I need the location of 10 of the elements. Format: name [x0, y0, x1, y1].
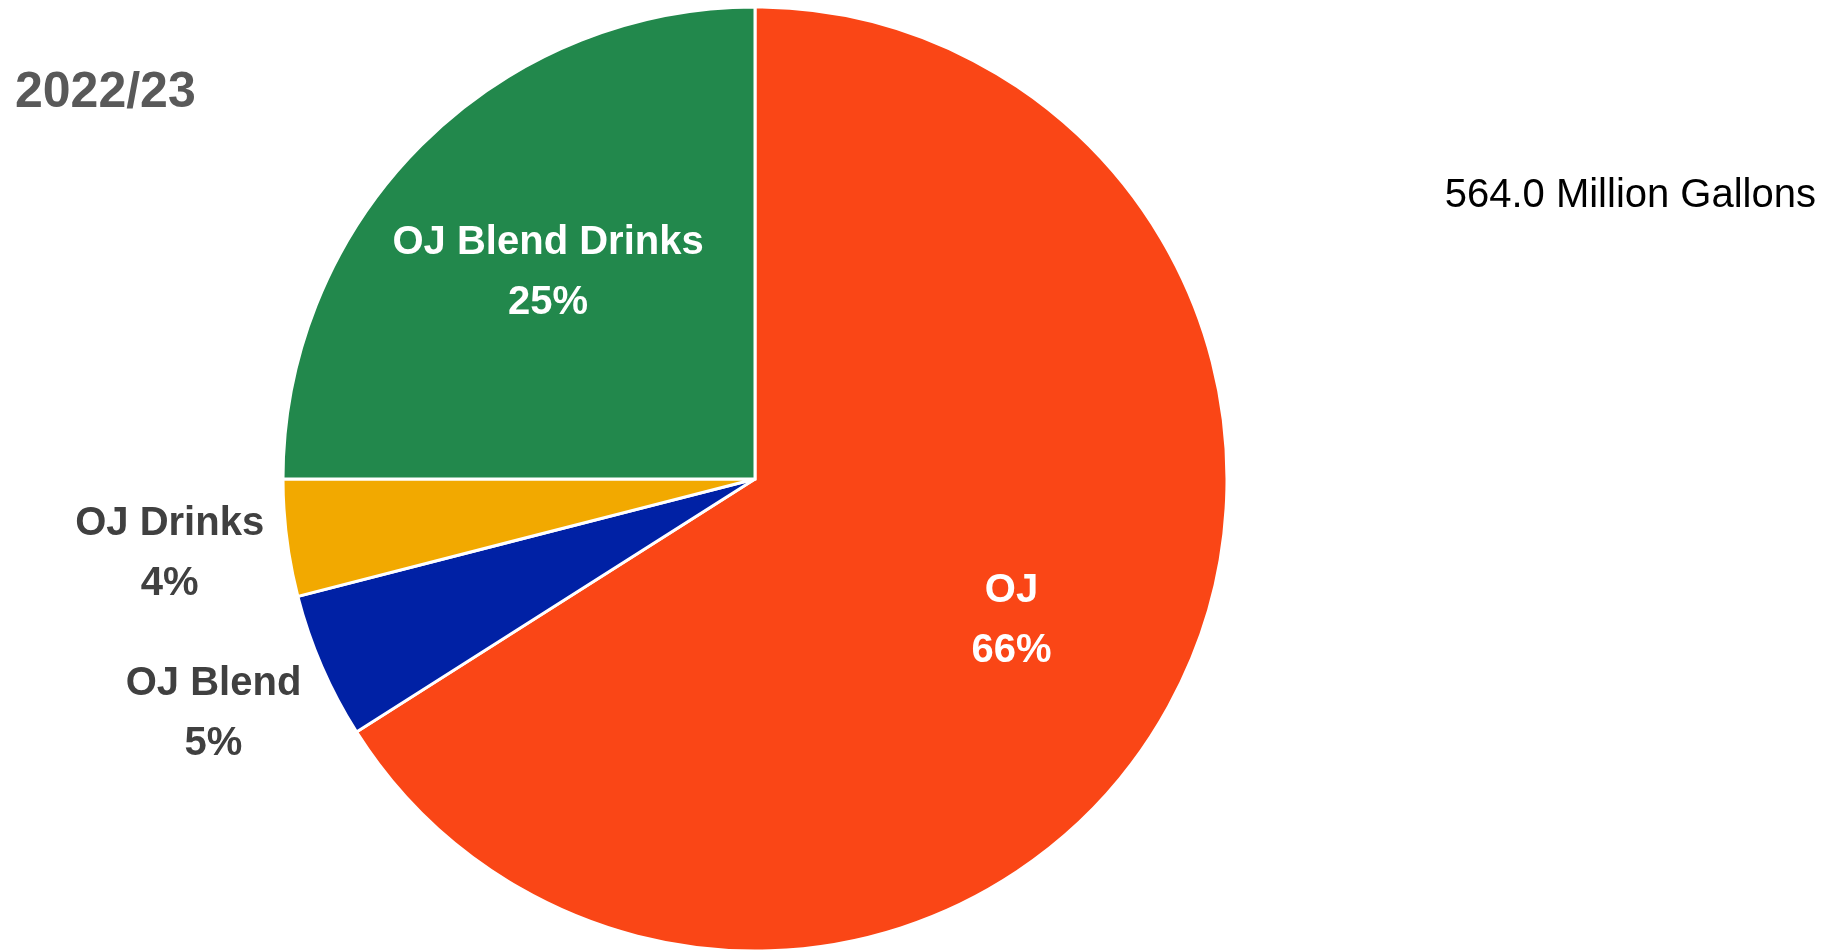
slice-label: OJ Drinks — [75, 498, 265, 543]
text: 564.0 Million Gallons — [1444, 171, 1816, 215]
slice-label: OJ Blend — [125, 659, 302, 704]
data-label: 5% — [184, 719, 243, 764]
slice-label: OJ — [984, 565, 1039, 610]
data-label: 25% — [508, 278, 589, 323]
data-label: 66% — [971, 625, 1052, 670]
data-label: 4% — [140, 558, 199, 603]
text: 2022/23 — [15, 62, 196, 118]
slice-label: OJ Blend Drinks — [392, 218, 704, 263]
